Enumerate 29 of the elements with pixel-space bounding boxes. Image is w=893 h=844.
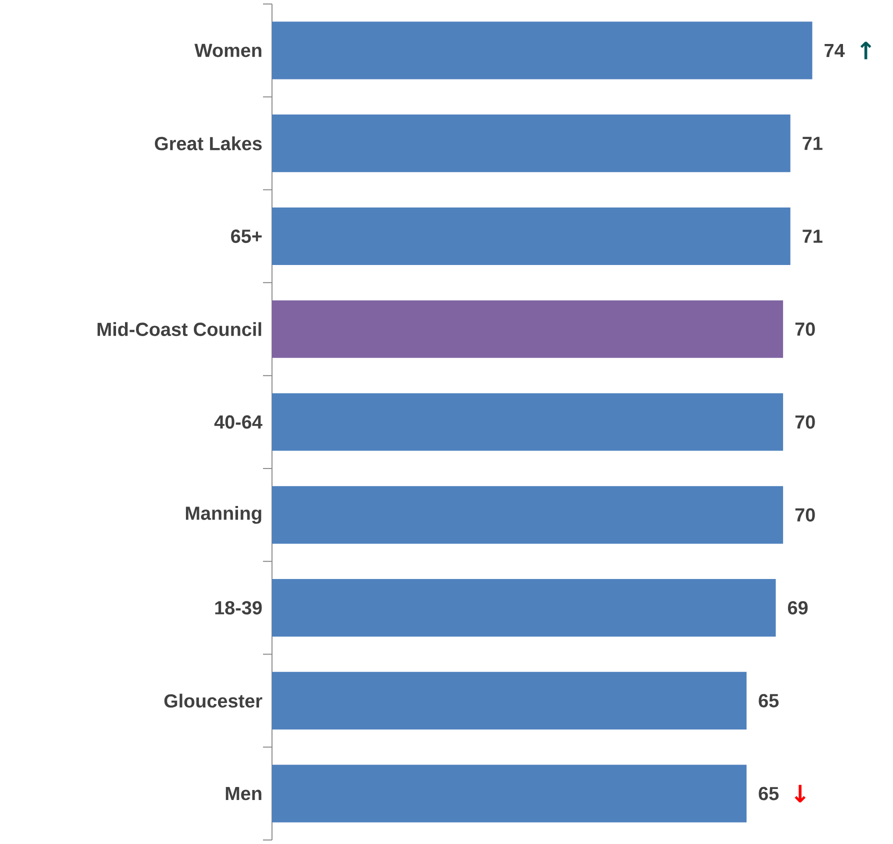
data-label: 70 [795, 322, 815, 336]
annotation: ↓ [794, 784, 806, 802]
data-label: 69 [788, 601, 808, 614]
bar [272, 672, 747, 730]
bar [272, 764, 747, 822]
data-label: 70 [795, 508, 815, 522]
y-tick-label: Men [226, 786, 262, 800]
data-label: 71 [802, 136, 822, 150]
y-tick-label: Great Lakes [154, 136, 262, 150]
y-tick-label: Gloucester [164, 694, 262, 708]
y-tick-label: Mid-Coast Council [98, 322, 262, 336]
bar [272, 578, 776, 637]
bar [272, 486, 784, 544]
y-tick-label: Women [194, 44, 262, 58]
annotation: ↑ [860, 42, 872, 60]
bar [272, 114, 790, 172]
data-label: 65 [758, 786, 779, 800]
data-label: 71 [802, 230, 822, 243]
data-label: 74 [824, 44, 845, 57]
bar [272, 300, 784, 358]
data-label: 65 [758, 694, 779, 708]
y-tick-label: 40-64 [214, 415, 262, 429]
data-label: 70 [795, 415, 815, 429]
y-tick-label: 18-39 [215, 601, 262, 615]
bar [272, 207, 790, 266]
y-tick-label: Manning [186, 506, 262, 524]
y-tick-label: 65+ [231, 230, 262, 243]
bar [272, 22, 812, 80]
bar [272, 393, 784, 451]
